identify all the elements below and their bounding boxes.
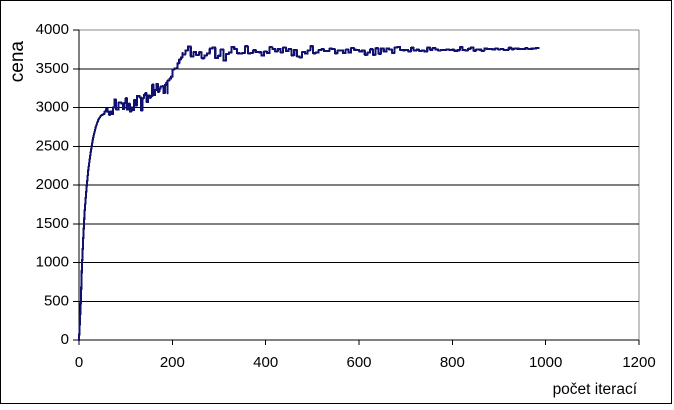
svg-text:1000: 1000 [529,354,562,371]
svg-text:400: 400 [253,354,278,371]
svg-text:200: 200 [160,354,185,371]
svg-text:0: 0 [61,331,69,348]
svg-text:1000: 1000 [36,254,69,271]
svg-text:500: 500 [44,292,69,309]
svg-text:0: 0 [75,354,83,371]
svg-text:2000: 2000 [36,176,69,193]
svg-text:1500: 1500 [36,215,69,232]
svg-text:800: 800 [440,354,465,371]
svg-text:3500: 3500 [36,60,69,77]
svg-text:2500: 2500 [36,137,69,154]
svg-text:600: 600 [346,354,371,371]
svg-text:4000: 4000 [36,21,69,38]
svg-text:1200: 1200 [622,354,655,371]
svg-text:3000: 3000 [36,99,69,116]
